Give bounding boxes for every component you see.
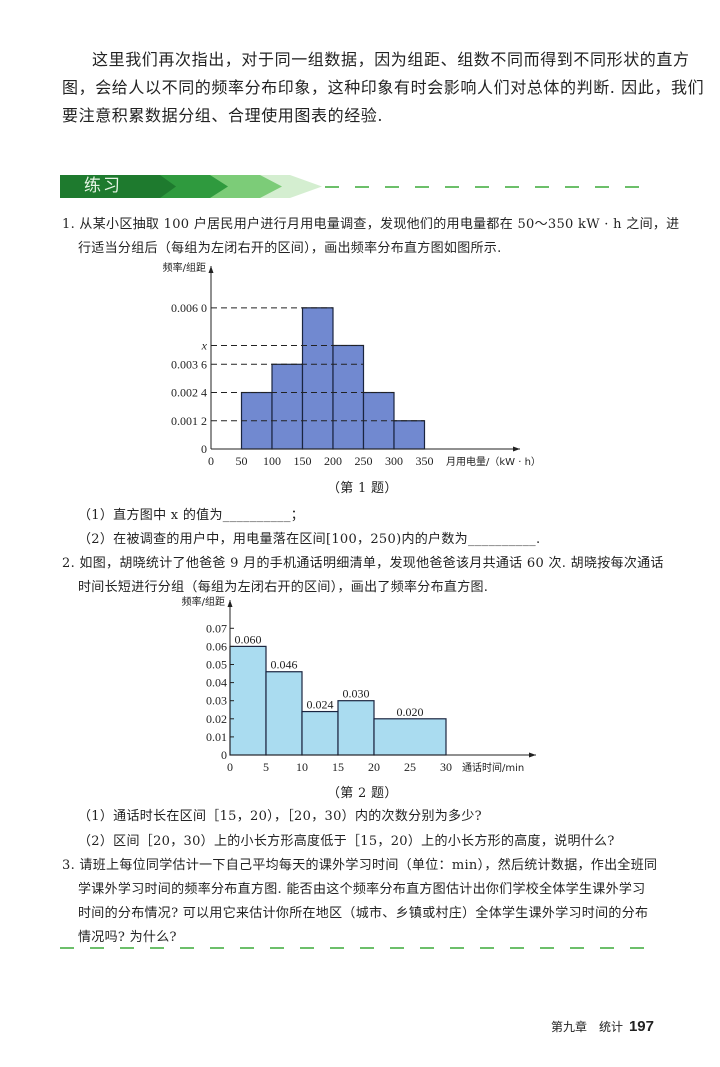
q2-caption: （第 2 题） xyxy=(327,786,398,801)
q3-line-2: 学课外学习时间的频率分布直方图. 能否由这个频率分布直方图估计出你们学校全体学生… xyxy=(78,882,646,897)
banner-arrows xyxy=(60,175,322,198)
x-axis-arrow-icon xyxy=(529,752,536,758)
y-axis-label: 频率/组距 xyxy=(182,595,225,608)
y-tick-label: x xyxy=(201,338,208,352)
y-tick-label: 0.05 xyxy=(206,658,227,672)
x-tick-label: 0 xyxy=(208,454,214,468)
histogram-bar xyxy=(265,671,303,756)
q1-line-1: 1. 从某小区抽取 100 户居民用户进行月用电量调查，发现他们的用电量都在 5… xyxy=(62,217,680,232)
q2-line-1: 2. 如图，胡晓统计了他爸爸 9 月的手机通话明细清单，发现他爸爸该月共通话 6… xyxy=(62,556,664,571)
y-tick-label: 0.006 0 xyxy=(171,301,207,315)
bar-data-label: 0.046 xyxy=(271,658,298,672)
q3-line-4: 情况吗? 为什么? xyxy=(78,930,177,945)
page-footer: 第九章 统计 197 xyxy=(551,1018,654,1035)
q2-sub-2: （2）区间［20，30）上的小长方形高度低于［15，20）上的小长方形的高度，说… xyxy=(78,834,615,849)
bar-data-label: 0.020 xyxy=(397,705,424,719)
section-title: 练习 xyxy=(84,176,122,196)
y-tick-label: 0.03 xyxy=(206,694,227,708)
x-tick-label: 200 xyxy=(324,454,342,468)
intro-line-2: 图，会给人以不同的频率分布印象，这种印象有时会影响人们对总体的判断. 因此，我们 xyxy=(62,78,705,97)
x-axis-label: 通话时间/min xyxy=(462,761,524,774)
x-axis-arrow-icon xyxy=(513,446,520,452)
q3-line-3: 时间的分布情况? 可以用它来估计你所在地区（城市、乡镇或村庄）全体学生课外学习时… xyxy=(78,906,649,921)
x-tick-label: 100 xyxy=(263,454,281,468)
q2-line-2: 时间长短进行分组（每组为左闭右开的区间），画出了频率分布直方图. xyxy=(78,580,489,595)
bar-data-label: 0.060 xyxy=(235,632,262,646)
x-tick-label: 10 xyxy=(296,760,308,774)
y-tick-label: 0.04 xyxy=(206,676,227,690)
x-tick-label: 0 xyxy=(227,760,233,774)
intro-line-1: 这里我们再次指出，对于同一组数据，因为组距、组数不同而得到不同形状的直方 xyxy=(92,50,690,69)
bar-data-label: 0.024 xyxy=(307,698,334,712)
y-tick-label: 0.02 xyxy=(206,712,227,726)
banner-dashes xyxy=(325,186,655,188)
bar-data-label: 0.030 xyxy=(343,687,370,701)
q2-sub-1: （1）通话时长在区间［15，20），［20，30）内的次数分别为多少? xyxy=(78,809,482,824)
page-number: 197 xyxy=(628,1018,654,1035)
histogram-bar xyxy=(301,307,334,450)
y-tick-label: 0.07 xyxy=(206,621,227,635)
histogram-bar xyxy=(229,645,267,756)
chapter-label: 第九章 统计 xyxy=(550,1020,623,1034)
x-tick-label: 50 xyxy=(236,454,248,468)
x-axis-label: 月用电量/（kW · h） xyxy=(446,455,541,468)
histogram-bar xyxy=(337,700,375,756)
x-tick-label: 30 xyxy=(440,760,452,774)
histogram-bar xyxy=(393,420,426,450)
x-tick-label: 350 xyxy=(416,454,434,468)
q1-sub-1: （1）直方图中 x 的值为__________； xyxy=(78,508,305,523)
x-tick-label: 20 xyxy=(368,760,380,774)
histogram-bar xyxy=(301,710,339,756)
practice-banner: 练习 xyxy=(60,175,322,198)
y-tick-label: 0 xyxy=(201,442,207,456)
y-tick-label: 0 xyxy=(221,748,227,762)
q1-sub-2: （2）在被调查的用户中，用电量落在区间[100，250)内的户数为_______… xyxy=(78,532,541,547)
x-tick-label: 150 xyxy=(294,454,312,468)
histogram-bar xyxy=(373,718,447,756)
y-tick-label: 0.003 6 xyxy=(171,357,207,371)
q3-line-1: 3. 请班上每位同学估计一下自己平均每天的课外学习时间（单位：min），然后统计… xyxy=(62,858,658,873)
x-tick-label: 15 xyxy=(332,760,344,774)
y-tick-label: 0.06 xyxy=(206,639,227,653)
q1-caption: （第 1 题） xyxy=(327,481,398,496)
y-axis-arrow-icon xyxy=(208,266,214,273)
x-tick-label: 300 xyxy=(385,454,403,468)
bottom-dashes xyxy=(60,947,655,949)
q1-line-2: 行适当分组后（每组为左闭右开的区间），画出频率分布直方图如图所示. xyxy=(78,241,502,256)
y-tick-label: 0.001 2 xyxy=(171,414,207,428)
y-tick-label: 0.01 xyxy=(206,730,227,744)
y-axis-label: 频率/组距 xyxy=(163,261,206,274)
y-tick-label: 0.002 4 xyxy=(171,386,207,400)
x-tick-label: 5 xyxy=(263,760,269,774)
intro-line-3: 要注意积累数据分组、合理使用图表的经验. xyxy=(62,106,384,125)
y-axis-arrow-icon xyxy=(227,600,233,607)
x-tick-label: 250 xyxy=(355,454,373,468)
x-tick-label: 25 xyxy=(404,760,416,774)
